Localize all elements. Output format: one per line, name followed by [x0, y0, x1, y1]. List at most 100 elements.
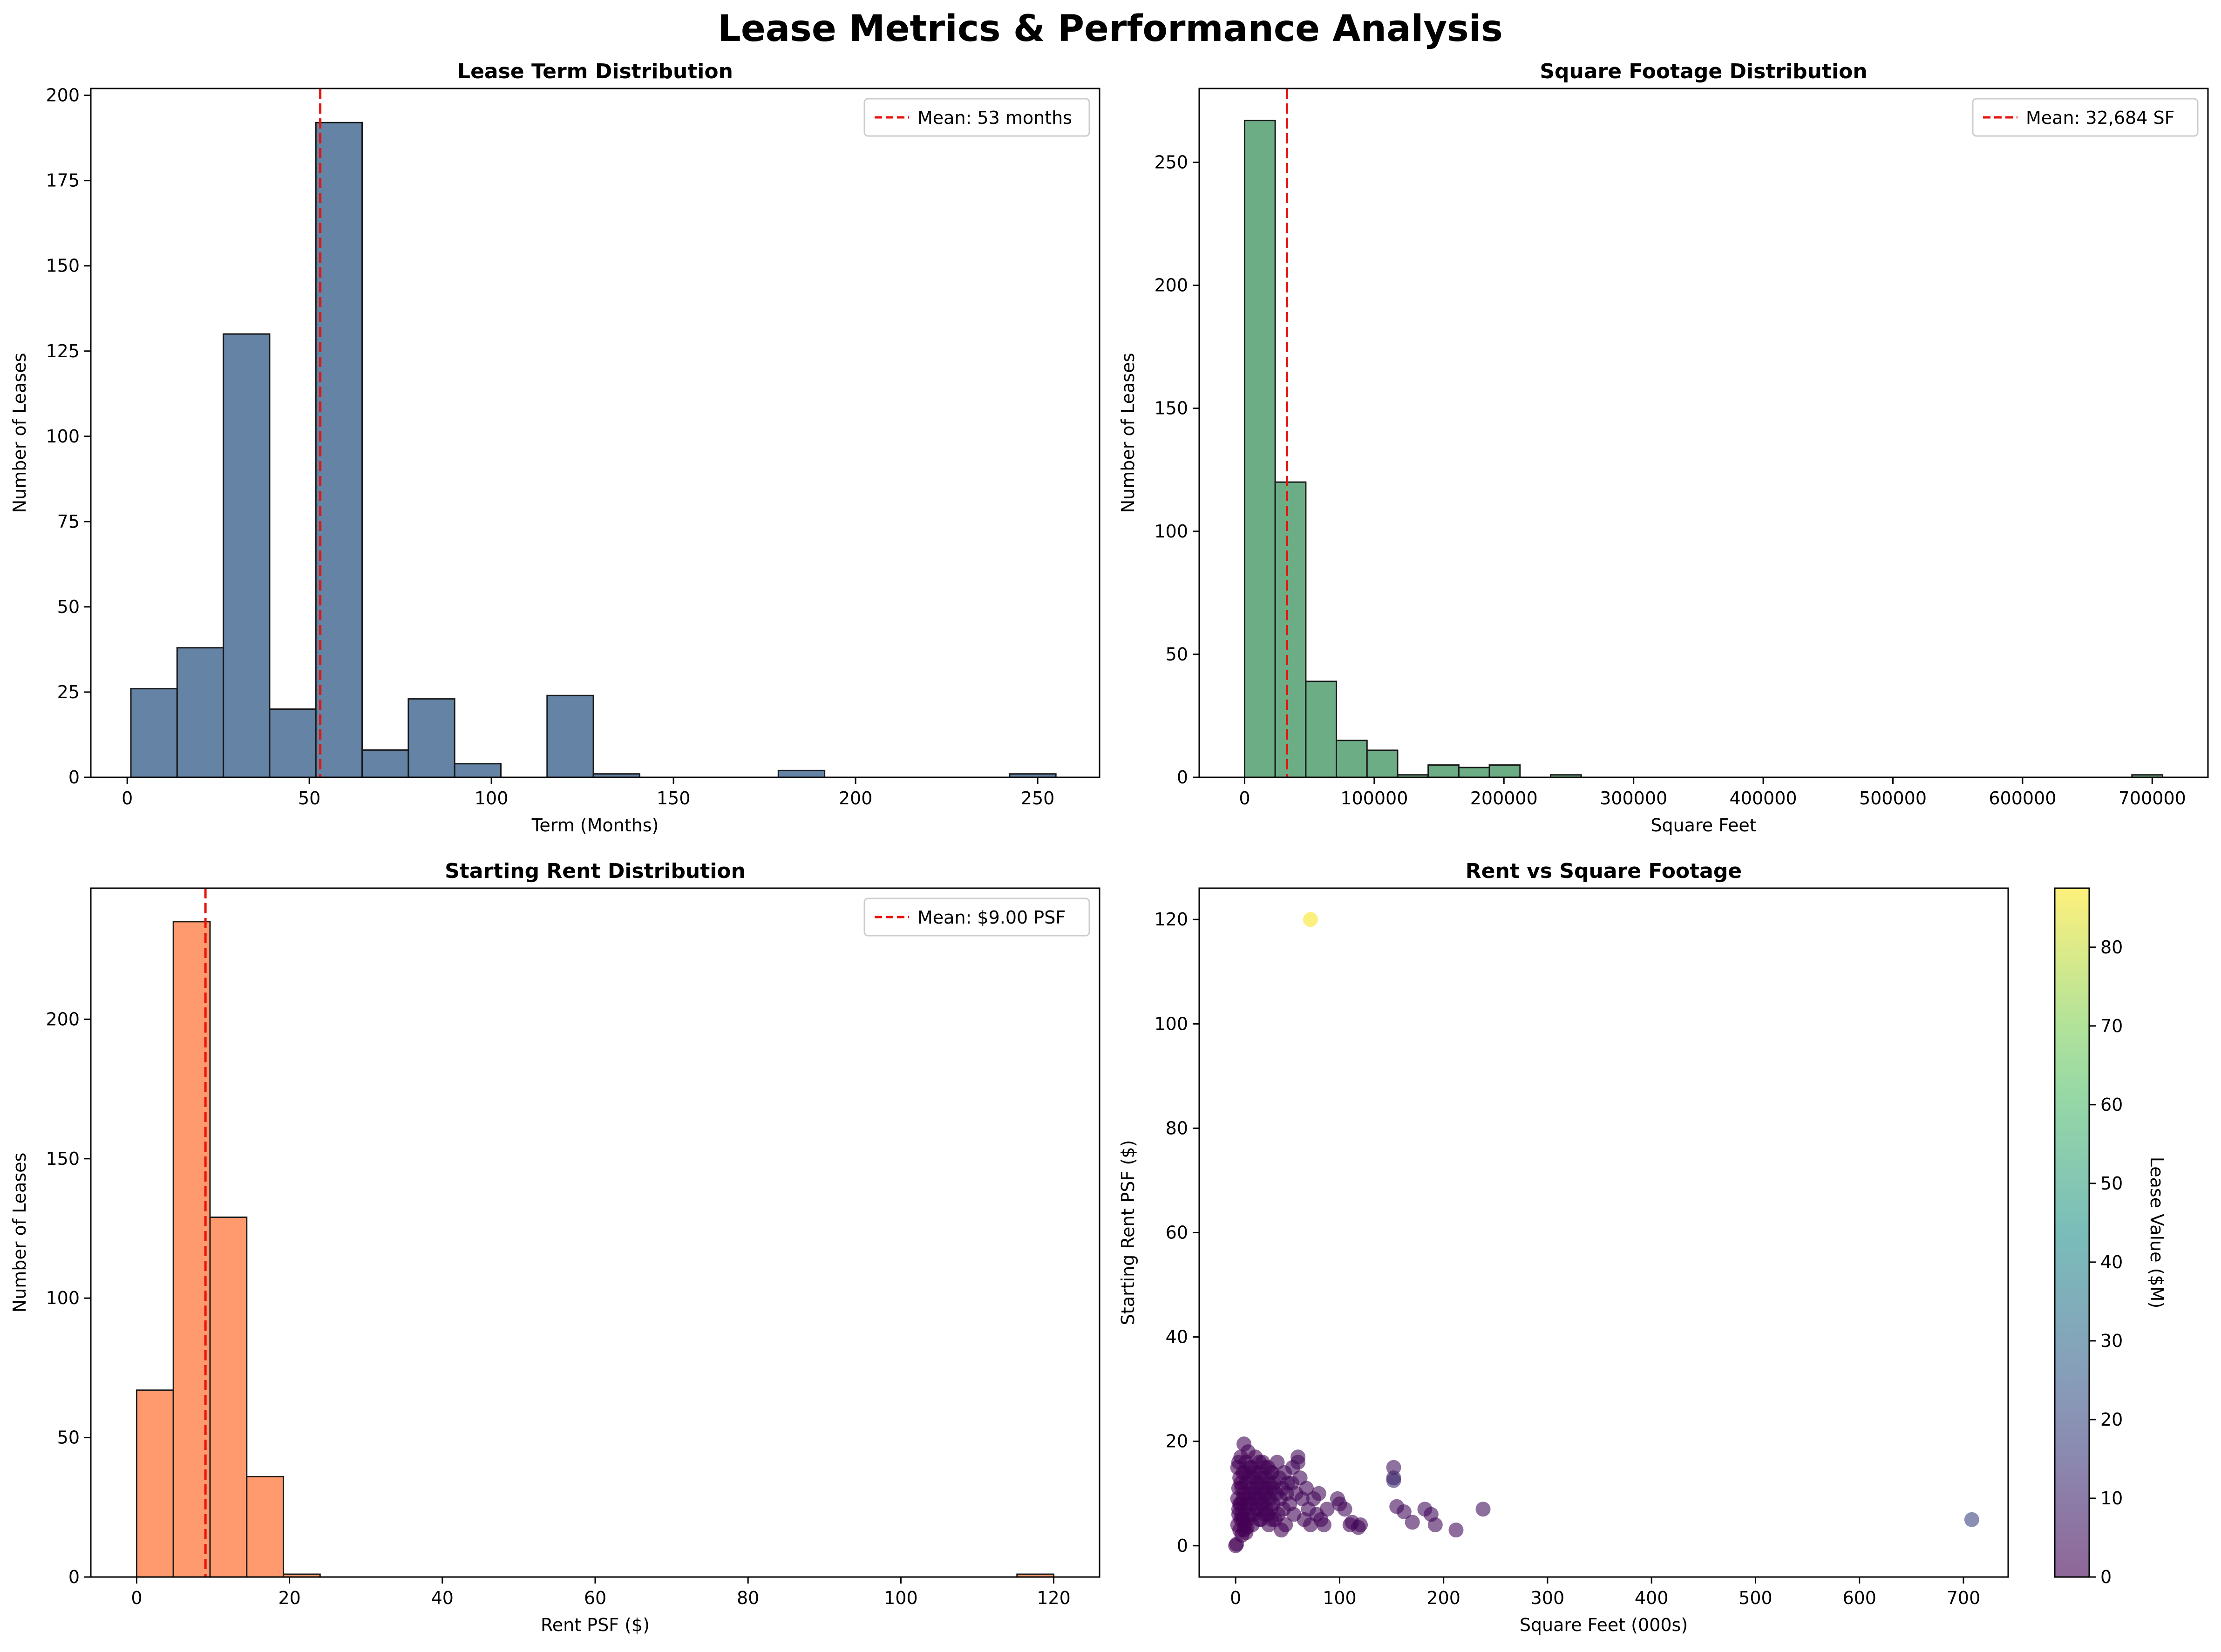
x-tick-label: 120 [1037, 1588, 1071, 1608]
y-tick-label: 100 [1154, 521, 1188, 542]
scatter-point [1319, 1502, 1335, 1517]
y-tick-label: 0 [68, 1567, 80, 1587]
y-tick-label: 150 [46, 1149, 80, 1169]
y-tick-label: 0 [1177, 767, 1188, 788]
x-tick-label: 500000 [1859, 788, 1927, 809]
y-tick-label: 100 [46, 1288, 80, 1308]
y-tick-label: 150 [46, 256, 80, 276]
legend-box [863, 98, 1090, 137]
x-tick-label: 100 [884, 1588, 918, 1608]
scatter-point [1264, 1512, 1280, 1527]
histogram-bar [223, 333, 271, 778]
histogram-bar [1366, 749, 1399, 778]
histogram-bar [315, 122, 363, 778]
y-axis-label: Number of Leases [1118, 353, 1138, 513]
histogram-bar [777, 769, 826, 778]
y-tick-label: 40 [1166, 1327, 1188, 1347]
y-axis-label: Number of Leases [9, 1153, 30, 1313]
colorbar-tick-label: 40 [2100, 1252, 2123, 1272]
legend-label: Mean: $9.00 PSF [917, 907, 1066, 928]
histogram-bar [1243, 120, 1276, 778]
y-tick-label: 50 [57, 597, 80, 617]
colorbar-tick-label: 10 [2100, 1488, 2123, 1509]
scatter-point [1316, 1517, 1331, 1532]
colorbar [2054, 887, 2090, 1578]
histogram-bar [408, 698, 455, 778]
histogram-bar [1274, 481, 1307, 778]
x-tick-label: 700000 [2119, 788, 2186, 809]
y-tick-label: 250 [1154, 152, 1188, 172]
scatter-point [1337, 1502, 1352, 1517]
scatter-point [1386, 1473, 1401, 1488]
x-axis-label: Square Feet (000s) [1520, 1615, 1688, 1635]
x-tick-label: 60 [584, 1588, 606, 1608]
scatter-point [1405, 1515, 1420, 1530]
histogram-bar [269, 708, 317, 778]
y-tick-label: 200 [1154, 275, 1188, 296]
scatter-point [1396, 1504, 1412, 1519]
x-tick-label: 100000 [1340, 788, 1408, 809]
legend-box [1972, 98, 2199, 137]
chart-panel-1: Lease Term Distribution Mean: 53 months 0 5… [9, 60, 1100, 836]
histogram-bar [1427, 764, 1460, 778]
y-tick-label: 80 [1166, 1118, 1188, 1138]
histogram-bar [246, 1475, 285, 1578]
scatter-point [1475, 1502, 1491, 1517]
histogram-bar [209, 1217, 248, 1578]
y-tick-label: 75 [57, 511, 80, 532]
x-axis-label: Term (Months) [531, 815, 659, 836]
y-tick-label: 200 [46, 1009, 80, 1029]
colorbar-tick-label: 70 [2100, 1016, 2123, 1036]
x-tick-label: 40 [431, 1588, 454, 1608]
y-tick-label: 200 [46, 85, 80, 106]
scatter-point [1265, 1481, 1281, 1496]
y-tick-label: 125 [46, 341, 80, 361]
y-tick-label: 100 [46, 426, 80, 447]
histogram-bar [1488, 764, 1521, 778]
colorbar-tick-label: 20 [2100, 1409, 2123, 1430]
x-tick-label: 0 [1239, 788, 1250, 809]
colorbar-tick-label: 50 [2100, 1173, 2123, 1194]
colorbar-label: Lease Value ($M) [2146, 1157, 2167, 1308]
colorbar-tick-label: 0 [2100, 1567, 2112, 1587]
y-axis-label: Starting Rent PSF ($) [1118, 1140, 1138, 1326]
colorbar-tick-label: 30 [2100, 1331, 2123, 1351]
scatter-point [1386, 1460, 1401, 1475]
x-tick-label: 0 [1230, 1588, 1241, 1608]
y-tick-label: 120 [1154, 909, 1188, 930]
scatter-point [1427, 1517, 1443, 1532]
legend-label: Mean: 32,684 SF [2026, 108, 2174, 128]
x-tick-label: 300 [1531, 1588, 1565, 1608]
x-tick-label: 150 [657, 788, 691, 809]
y-tick-label: 175 [46, 170, 80, 191]
x-tick-label: 300000 [1600, 788, 1667, 809]
y-tick-label: 0 [1177, 1536, 1188, 1556]
scatter-point [1239, 1520, 1255, 1535]
x-tick-label: 20 [278, 1588, 300, 1608]
y-tick-label: 50 [57, 1428, 80, 1448]
plot-frame [90, 88, 1100, 778]
scatter-point [1290, 1455, 1306, 1470]
scatter-point [1448, 1523, 1464, 1538]
y-axis-label: Number of Leases [9, 353, 30, 513]
chart-panel-2: Square Footage Distribution Mean: 32,684 … [1118, 60, 2209, 836]
histogram-bar [546, 694, 594, 778]
x-tick-label: 400000 [1730, 788, 1797, 809]
chart-title: Rent vs Square Footage [1466, 859, 1742, 883]
y-tick-label: 150 [1154, 398, 1188, 419]
histogram-bar [136, 1389, 174, 1578]
x-tick-label: 200 [1426, 1588, 1460, 1608]
x-tick-label: 100 [1323, 1588, 1357, 1608]
x-axis-label: Square Feet [1650, 815, 1756, 836]
scatter-point [1964, 1512, 1979, 1527]
x-axis-label: Rent PSF ($) [541, 1615, 650, 1635]
chart-panel-3: Starting Rent Distribution Mean: $9.00 PS… [9, 859, 1100, 1635]
y-tick-label: 20 [1166, 1431, 1188, 1452]
histogram-bar [1336, 740, 1368, 778]
x-tick-label: 80 [737, 1588, 759, 1608]
histogram-bar [172, 921, 211, 1578]
figure-title: Lease Metrics & Performance Analysis [718, 8, 1503, 50]
histogram-bar [454, 763, 502, 778]
y-tick-label: 50 [1166, 644, 1188, 665]
